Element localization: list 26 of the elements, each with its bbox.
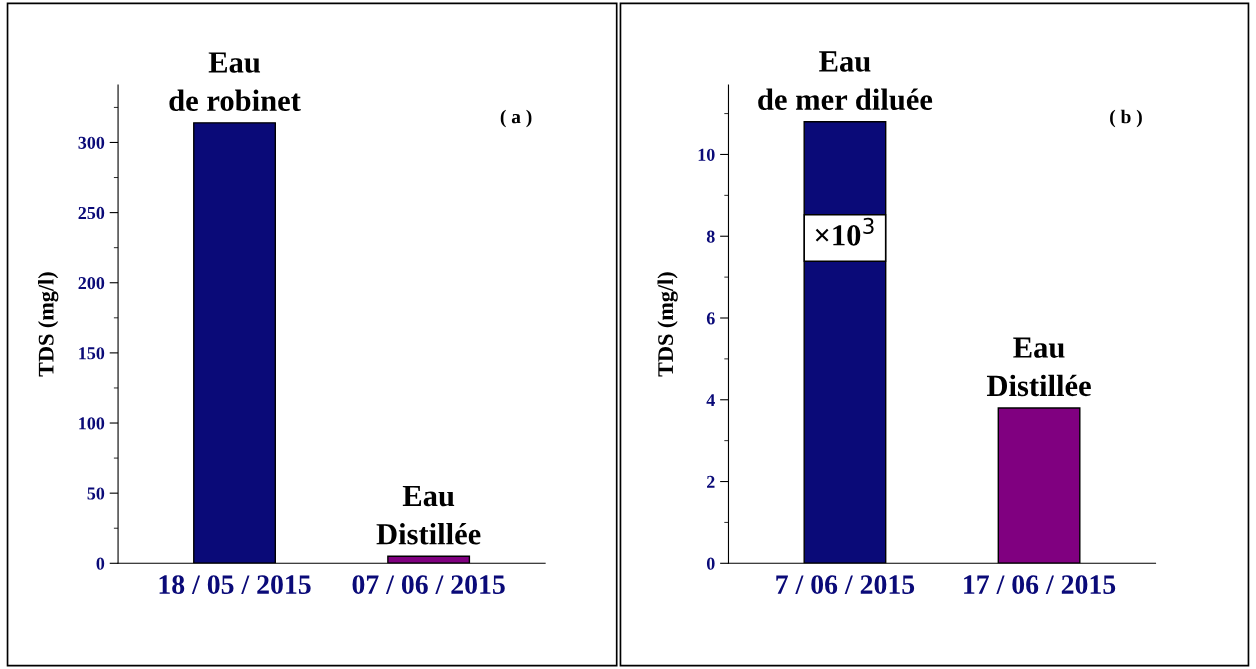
y-axis-title: TDS (mg/l): [38, 272, 59, 377]
x-tick-label: 17 / 06 / 2015: [964, 575, 1116, 594]
annotation: Eau Distillée: [376, 485, 481, 545]
y-tick-label: 100: [79, 417, 105, 430]
annotation: ( a ): [500, 109, 532, 128]
y-tick-label: 50: [87, 487, 105, 500]
x-tick-label: 07 / 06 / 2015: [352, 575, 505, 594]
annotation: ×10$^{3}$: [815, 217, 874, 246]
y-tick-label: 0: [706, 557, 715, 570]
y-tick-label: 150: [79, 347, 105, 360]
y-tick-label: 300: [78, 136, 105, 149]
annotation: Eau de robinet: [169, 52, 301, 112]
y-tick-label: 6: [706, 312, 715, 325]
annotation: Eau de mer diluée: [758, 51, 933, 111]
y-tick-label: 4: [706, 394, 715, 407]
x-tick-label: 18 / 05 / 2015: [159, 575, 311, 594]
x-tick-label: 7 / 06 / 2015: [776, 575, 915, 594]
y-tick-label: 250: [78, 206, 105, 220]
y-tick-label: 0: [96, 557, 105, 570]
y-axis-title: TDS (mg/l): [657, 272, 678, 377]
y-tick-label: 8: [706, 230, 715, 243]
annotation: Eau Distillée: [986, 337, 1091, 397]
annotation: ( b ): [1110, 109, 1142, 128]
y-tick-label: 2: [707, 475, 715, 488]
y-tick-label: 200: [78, 277, 105, 290]
y-tick-label: 10: [698, 148, 715, 161]
